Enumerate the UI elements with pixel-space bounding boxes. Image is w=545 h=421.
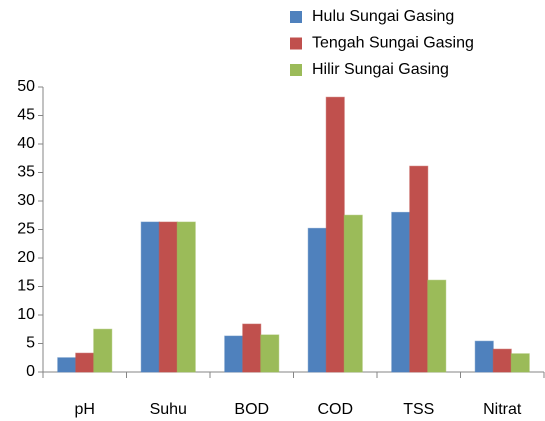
bar xyxy=(176,221,196,373)
bar xyxy=(224,335,244,373)
bar xyxy=(93,328,113,373)
bar xyxy=(343,214,363,373)
bar xyxy=(75,352,95,373)
legend-marker xyxy=(290,37,302,50)
bar xyxy=(510,353,530,373)
x-tick-label: COD xyxy=(317,401,353,418)
bar xyxy=(158,221,178,373)
x-tick-label: Suhu xyxy=(150,401,187,418)
legend-label: Hilir Sungai Gasing xyxy=(312,61,449,78)
bar xyxy=(325,96,345,373)
bar xyxy=(474,340,494,373)
legend-label: Tengah Sungai Gasing xyxy=(312,35,474,52)
y-tick-label: 30 xyxy=(17,192,35,209)
y-tick-label: 25 xyxy=(17,221,35,238)
legend-label: Hulu Sungai Gasing xyxy=(312,8,454,25)
y-tick-label: 20 xyxy=(17,249,35,266)
legend-marker xyxy=(290,64,302,76)
bar xyxy=(391,211,411,373)
bar xyxy=(140,221,160,373)
x-tick-label: pH xyxy=(75,401,95,418)
legend-marker xyxy=(290,11,302,23)
y-tick-label: 40 xyxy=(17,135,35,152)
y-tick-label: 10 xyxy=(17,306,35,323)
y-tick-label: 50 xyxy=(17,78,35,95)
y-tick-label: 5 xyxy=(26,335,35,352)
bar xyxy=(242,323,262,373)
bar xyxy=(57,357,77,373)
y-tick-label: 35 xyxy=(17,164,35,181)
bar xyxy=(260,334,280,373)
y-tick-label: 45 xyxy=(17,107,35,124)
bar xyxy=(427,279,447,373)
y-tick-label: 0 xyxy=(26,363,35,380)
bar xyxy=(409,165,429,373)
x-tick-label: TSS xyxy=(403,401,434,418)
x-tick-label: BOD xyxy=(234,401,269,418)
x-tick-label: Nitrat xyxy=(483,401,522,418)
bar xyxy=(492,348,512,373)
bar xyxy=(307,227,327,373)
y-tick-label: 15 xyxy=(17,278,35,295)
